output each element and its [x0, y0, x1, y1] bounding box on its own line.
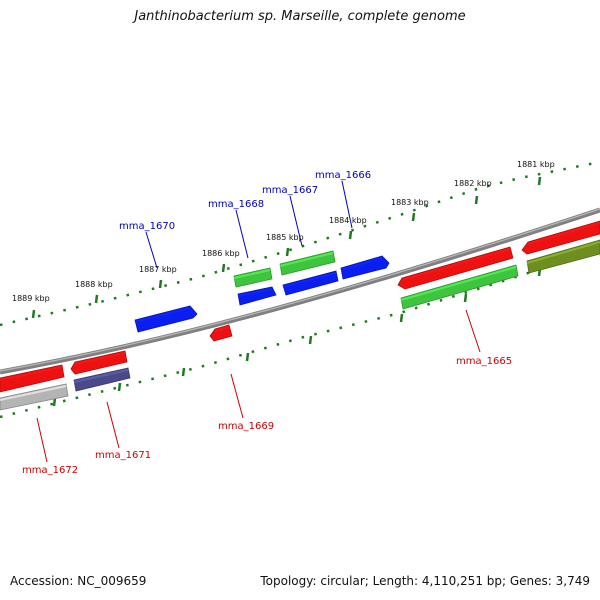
gene-mma-1667-highlight — [279, 252, 334, 267]
inner-major-tick — [52, 397, 57, 407]
outer-major-tick — [31, 309, 36, 319]
gene-mma-1666[interactable] — [340, 255, 390, 280]
tick-label-1885: 1885 kbp — [266, 233, 304, 242]
outer-major-tick — [158, 279, 163, 289]
gene-mma-1668b-highlight — [237, 288, 273, 297]
tick-label-1887: 1887 kbp — [139, 265, 177, 274]
outer-major-tick — [221, 263, 226, 273]
genome-backbone — [0, 207, 600, 375]
outer-major-tick — [411, 212, 416, 222]
gene-mma-1668-highlight — [233, 269, 271, 279]
inner-major-tick — [399, 313, 404, 323]
gene-right-red-highlight — [527, 222, 600, 245]
tick-label-1883: 1883 kbp — [391, 198, 429, 207]
gene-label-mma-1666: mma_1666 — [315, 170, 371, 181]
outer-major-tick — [537, 176, 542, 186]
gene-mma-1668[interactable] — [233, 267, 273, 288]
gene-mma-1672b-highlight — [0, 385, 67, 401]
tick-label-1884: 1884 kbp — [329, 216, 367, 225]
map-title: Janthinobacterium sp. Marseille, complet… — [134, 9, 466, 24]
gene-mma-1670-highlight — [134, 307, 191, 323]
gene-mma-1671b[interactable] — [73, 367, 131, 392]
tick-label-1888: 1888 kbp — [75, 280, 113, 289]
gene-label-mma-1671: mma_1671 — [95, 450, 151, 461]
gene-mma-1670[interactable] — [134, 305, 198, 333]
tick-label-1889: 1889 kbp — [12, 294, 50, 303]
gene-mma-1668b[interactable] — [237, 286, 277, 306]
accession-text: Accession: NC_009659 — [10, 574, 147, 588]
gene-right-olive-highlight — [526, 241, 600, 264]
gene-mma-1665a[interactable] — [397, 246, 514, 290]
gene-labels: mma_1666 mma_1667 mma_1668 mma_1670 mma_… — [22, 170, 512, 476]
gene-mma-1666-highlight — [340, 257, 383, 271]
gene-mma-1672b[interactable] — [0, 383, 69, 411]
gene-mma-1665b-highlight — [400, 266, 517, 301]
outer-major-tick — [474, 195, 479, 205]
gene-label-mma-1665: mma_1665 — [456, 356, 512, 367]
gene-mma-1669[interactable] — [209, 324, 233, 342]
outer-major-tick — [348, 230, 353, 240]
inner-major-tick — [181, 367, 186, 377]
tick-label-1886: 1886 kbp — [202, 249, 240, 258]
inner-major-tick — [117, 382, 122, 392]
gene-leader-lines — [36, 180, 481, 463]
gene-mma-1665b[interactable] — [400, 264, 519, 310]
gene-mma-1672a[interactable] — [0, 364, 65, 393]
outer-major-tick — [285, 247, 290, 257]
gene-label-mma-1667: mma_1667 — [262, 185, 318, 196]
outer-major-tick — [94, 294, 99, 304]
gene-mma-1667[interactable] — [279, 250, 336, 276]
gene-label-mma-1669: mma_1669 — [218, 421, 274, 432]
scale-tick-labels: 1881 kbp 1882 kbp 1883 kbp 1884 kbp 1885… — [12, 160, 555, 303]
gene-mma-1667b-highlight — [282, 272, 337, 288]
gene-mma-1665a-highlight — [401, 248, 511, 281]
tick-label-1881: 1881 kbp — [517, 160, 555, 169]
outer-scale-dots — [0, 160, 600, 327]
gene-label-mma-1668: mma_1668 — [208, 199, 264, 210]
genome-summary-text: Topology: circular; Length: 4,110,251 bp… — [260, 574, 590, 588]
inner-major-tick — [308, 335, 313, 345]
gene-mma-1672a-highlight — [0, 366, 63, 381]
inner-major-tick — [245, 352, 250, 362]
inner-major-tick — [463, 293, 468, 303]
tick-label-1882: 1882 kbp — [454, 179, 492, 188]
gene-label-mma-1670: mma_1670 — [119, 221, 175, 232]
gene-mma-1671a-highlight — [74, 352, 126, 365]
gene-mma-1671b-highlight — [73, 369, 129, 383]
gene-mma-1669-highlight — [214, 326, 230, 332]
gene-mma-1671a[interactable] — [70, 350, 128, 375]
gene-label-mma-1672: mma_1672 — [22, 465, 78, 476]
